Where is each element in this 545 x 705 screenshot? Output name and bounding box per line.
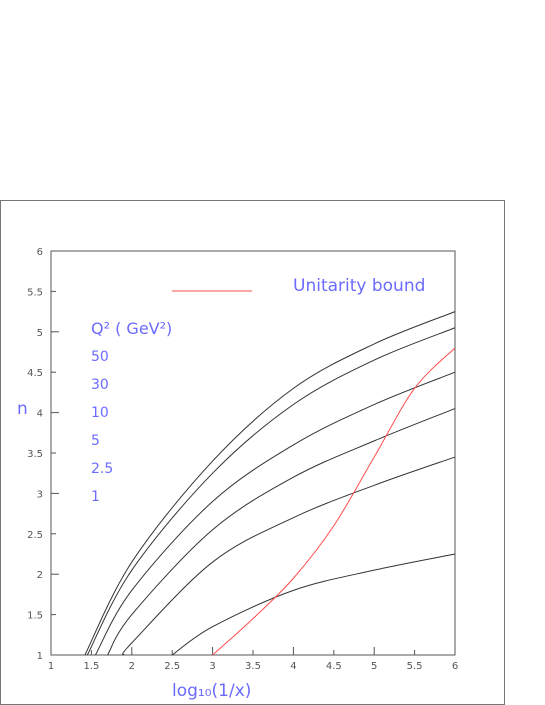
x-tick-label: 3.5	[245, 661, 261, 672]
series-line-q2-10	[95, 371, 456, 656]
unitarity-bound-line	[212, 347, 456, 656]
legend-q2-value: 50	[91, 349, 109, 365]
plot-area	[50, 250, 456, 656]
series-line-q2-2.5	[122, 456, 456, 656]
y-tick-label: 3.5	[27, 449, 43, 460]
legend-q2-value: 1	[91, 489, 100, 505]
series-line-q2-5	[107, 408, 456, 656]
y-tick-label: 4	[37, 409, 43, 420]
legend-q2-value: 5	[91, 433, 100, 449]
x-tick-label: 5.5	[407, 661, 423, 672]
y-tick-label: 1.5	[27, 611, 43, 622]
y-axis: 1 1.5 2 2.5 3 3.5 4 4.5 5 5.5 6	[27, 247, 59, 662]
x-tick-label: 6	[452, 661, 458, 672]
y-tick-label: 6	[37, 247, 43, 258]
x-tick-label: 5	[371, 661, 377, 672]
outer-frame	[0, 200, 505, 705]
legend-q2-value: 30	[91, 377, 109, 393]
y-tick-label: 2	[37, 570, 43, 581]
series-lines	[84, 311, 456, 656]
x-tick-label: 2.5	[164, 661, 180, 672]
y-axis-title: n	[17, 399, 28, 419]
legend-unitarity-label: Unitarity bound	[293, 276, 425, 296]
legend-q2-value: 10	[91, 405, 109, 421]
x-tick-label: 3	[209, 661, 215, 672]
series-line-q2-30	[86, 327, 456, 656]
series-line-q2-50	[84, 311, 456, 656]
y-tick-label: 2.5	[27, 530, 43, 541]
x-tick-label: 4.5	[326, 661, 342, 672]
y-tick-label: 3	[37, 489, 43, 500]
y-tick-label: 4.5	[27, 368, 43, 379]
series-line-q2-1	[171, 553, 456, 656]
x-tick-label: 4	[290, 661, 296, 672]
x-axis: 1 1.5 2 2.5 3 3.5 4 4.5 5 5.5 6	[48, 647, 458, 672]
x-tick-label: 1.5	[83, 661, 99, 672]
legend-q2-header: Q² ( GeV²)	[91, 319, 172, 338]
y-tick-label: 5.5	[27, 287, 43, 298]
x-tick-label: 2	[129, 661, 135, 672]
y-tick-label: 5	[37, 328, 43, 339]
x-axis-title: log₁₀(1/x)	[172, 681, 251, 701]
legend-q2-value: 2.5	[91, 461, 113, 477]
x-tick-label: 1	[48, 661, 54, 672]
y-tick-label: 1	[37, 651, 43, 662]
